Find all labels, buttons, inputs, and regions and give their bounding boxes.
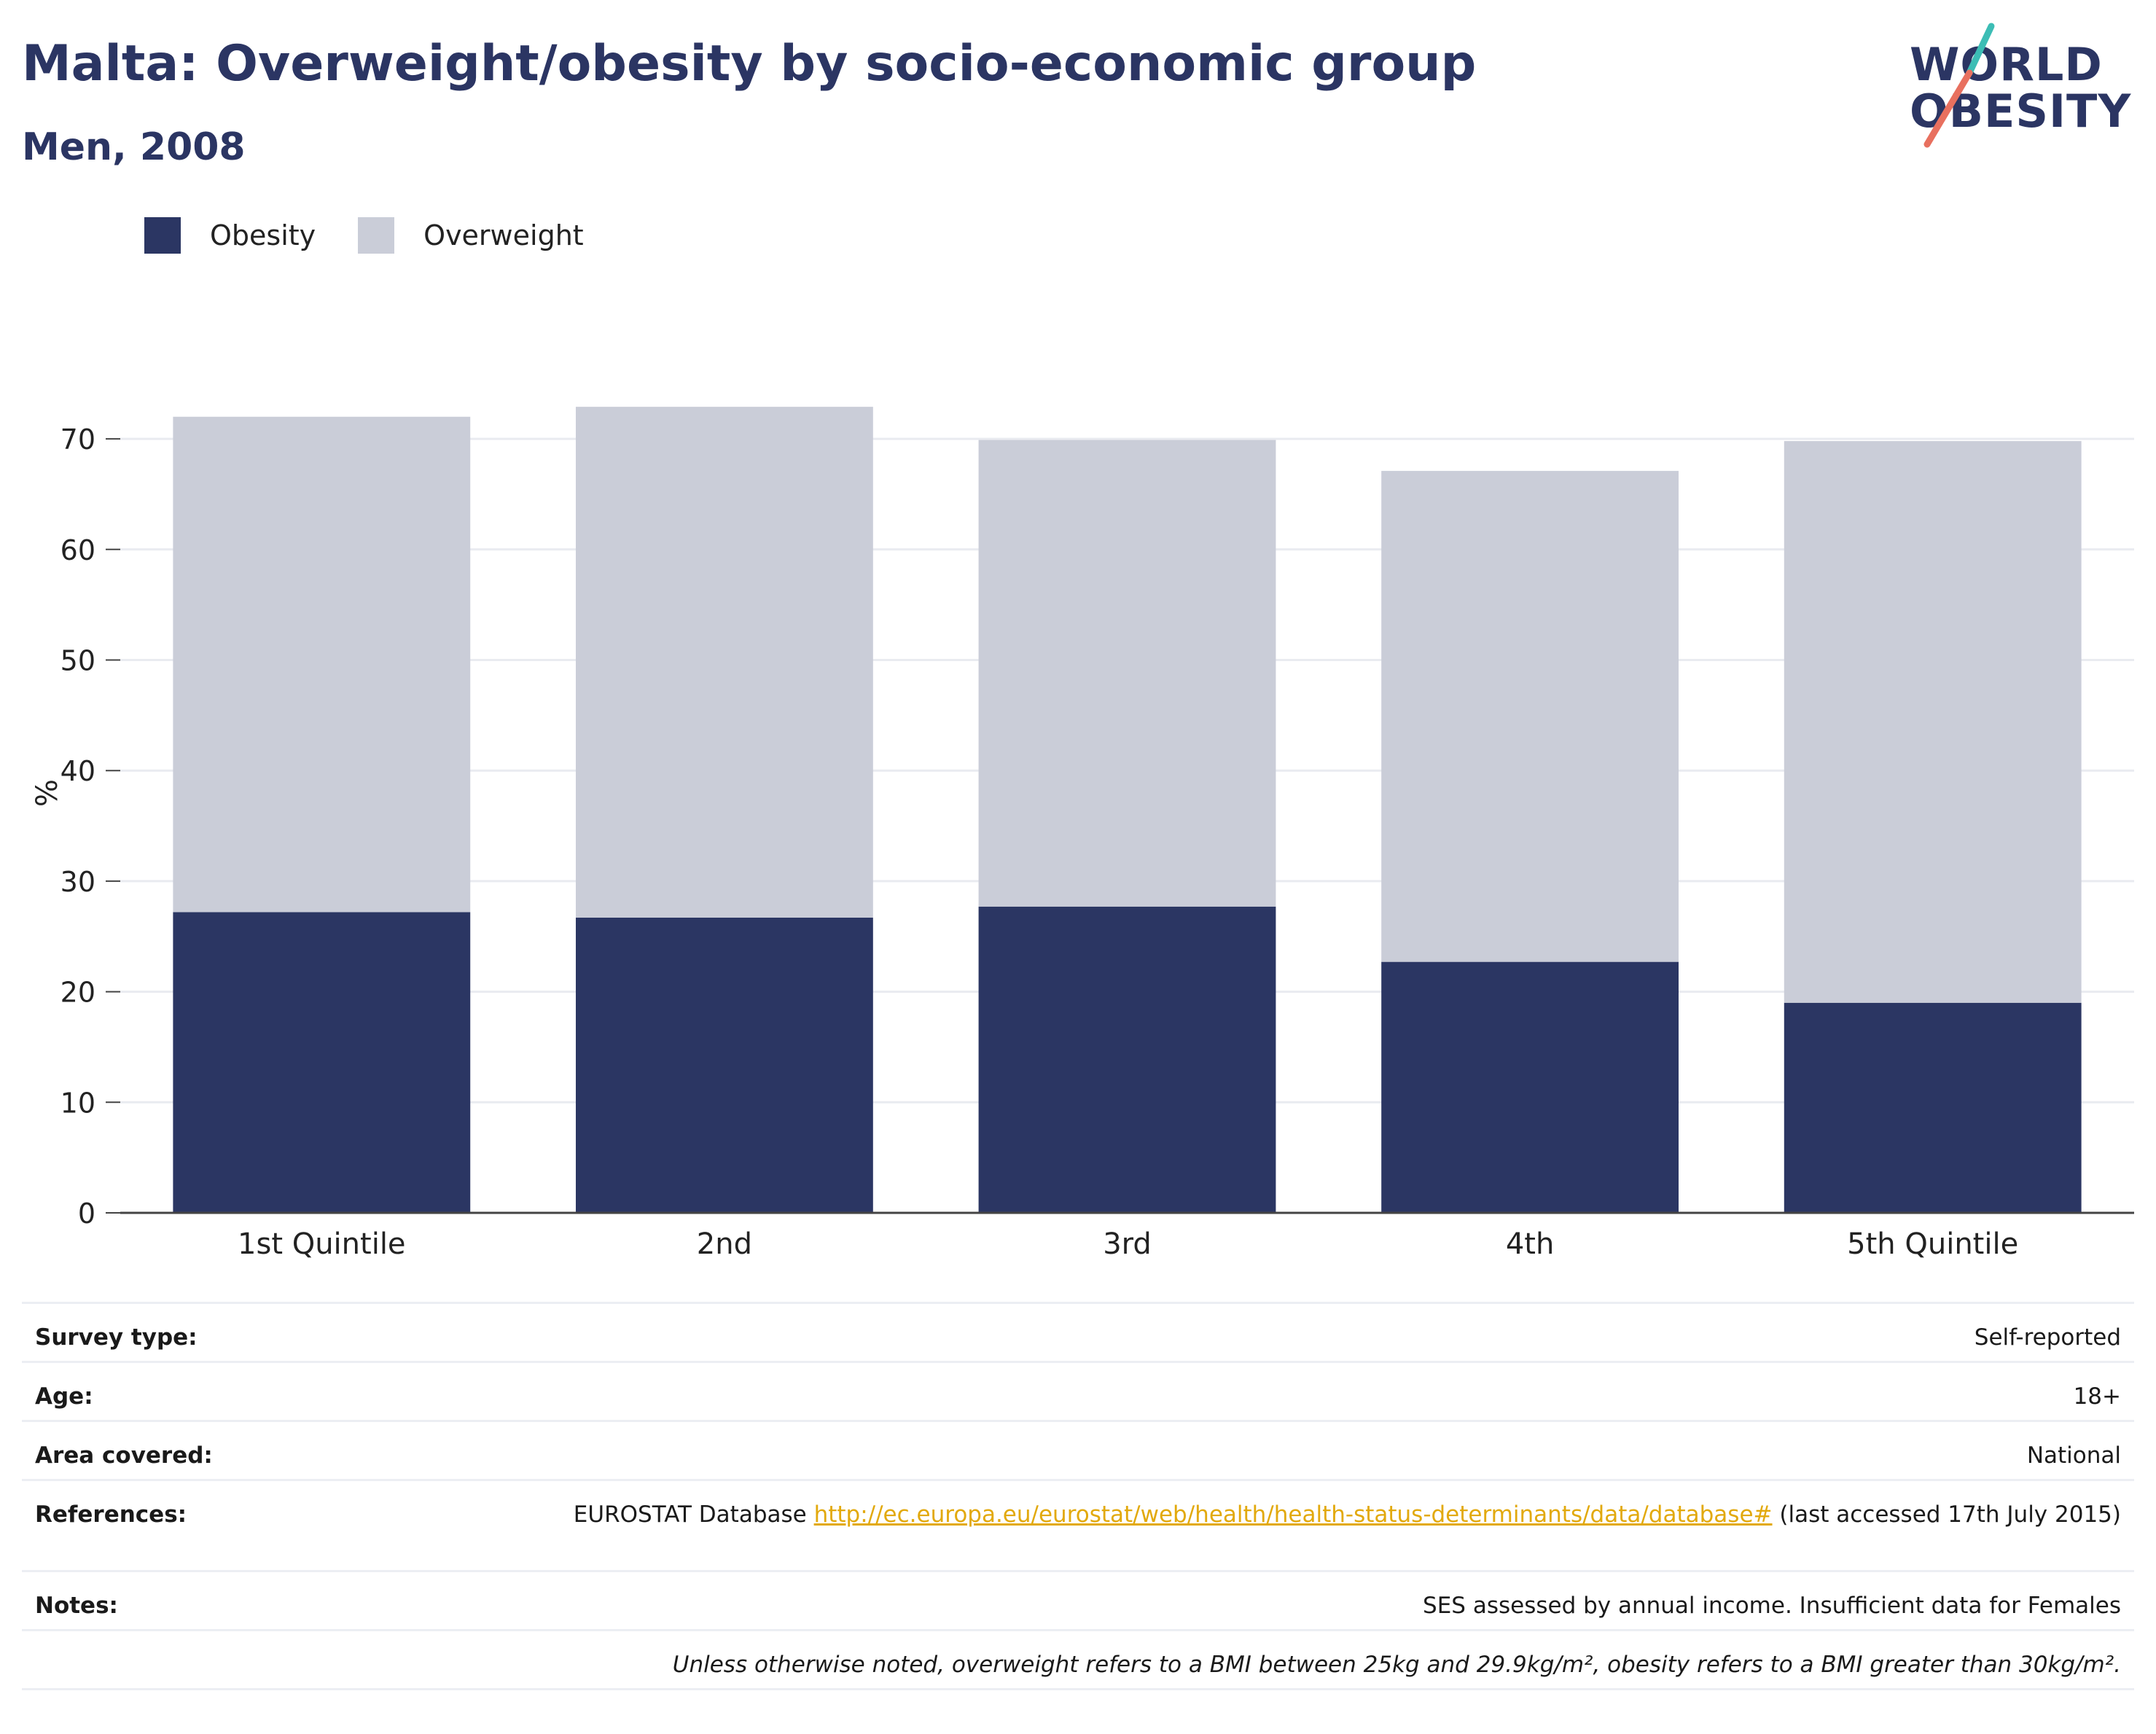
info-table: Survey type: Self-reported Age: 18+ Area…	[22, 1302, 2134, 1690]
x-category-label: 1st Quintile	[238, 1227, 406, 1261]
y-tick-label: 70	[60, 423, 95, 456]
x-category-label: 4th	[1506, 1227, 1554, 1261]
legend-item-obesity[interactable]: Obesity	[144, 217, 316, 254]
notes-label: Notes:	[22, 1570, 328, 1630]
logo-word-world: WORLD	[1910, 38, 2103, 91]
bar-overweight-2[interactable]	[575, 407, 873, 918]
references-value: EUROSTAT Database http://ec.europa.eu/eu…	[328, 1479, 2134, 1571]
bar-obesity-4[interactable]	[1381, 961, 1679, 1213]
legend-swatch-overweight	[358, 217, 395, 254]
bar-overweight-1[interactable]	[173, 416, 471, 913]
bar-overweight-3[interactable]	[978, 440, 1276, 907]
chart-subtitle: Men, 2008	[22, 125, 246, 169]
references-label: References:	[22, 1479, 328, 1571]
info-row-age: Age: 18+	[22, 1361, 2134, 1421]
footnote-spacer	[22, 1629, 328, 1690]
legend-swatch-obesity	[144, 217, 181, 254]
legend-label-obesity: Obesity	[210, 219, 316, 251]
logo-slash-icon	[1923, 23, 1995, 148]
legend-item-overweight[interactable]: Overweight	[358, 217, 584, 254]
chart-title: Malta: Overweight/obesity by socio-econo…	[22, 35, 1477, 93]
legend-label-overweight: Overweight	[423, 219, 584, 251]
axes: 0 10 20 30 40 50 60 70 1st Quintile 2nd 3rd 4th 5th …	[60, 423, 2134, 1261]
info-row-footnote: Unless otherwise noted, overweight refer…	[22, 1629, 2134, 1690]
bar-overweight-4[interactable]	[1381, 471, 1679, 962]
references-link[interactable]: http://ec.europa.eu/eurostat/web/health/…	[813, 1501, 1773, 1528]
x-category-label: 3rd	[1103, 1227, 1152, 1261]
notes-value: SES assessed by annual income. Insuffici…	[328, 1570, 2134, 1630]
age-label: Age:	[22, 1361, 328, 1421]
y-tick-label: 60	[60, 534, 95, 566]
y-tick-label: 20	[60, 977, 95, 1009]
info-row-survey-type: Survey type: Self-reported	[22, 1302, 2134, 1362]
area-value: National	[328, 1420, 2134, 1480]
bar-obesity-5[interactable]	[1784, 1002, 2082, 1213]
references-suffix: (last accessed 17th July 2015)	[1772, 1501, 2121, 1528]
bmi-footnote: Unless otherwise noted, overweight refer…	[328, 1629, 2134, 1690]
survey-type-value: Self-reported	[328, 1302, 2134, 1362]
world-obesity-logo: WORLD OBESITY	[1895, 22, 2136, 153]
bar-overweight-5[interactable]	[1784, 441, 2082, 1003]
y-tick-label: 40	[60, 755, 95, 787]
bar-obesity-1[interactable]	[173, 912, 471, 1213]
stacked-bar-chart: 0 10 20 30 40 50 60 70 1st Quintile 2nd 3rd 4th 5th …	[31, 407, 2134, 1261]
info-row-references: References: EUROSTAT Database http://ec.…	[22, 1479, 2134, 1571]
x-category-label: 2nd	[697, 1227, 752, 1261]
bar-obesity-2[interactable]	[575, 917, 873, 1213]
x-category-label: 5th Quintile	[1847, 1227, 2018, 1261]
y-tick-label: 10	[60, 1087, 95, 1119]
info-row-notes: Notes: SES assessed by annual income. In…	[22, 1570, 2134, 1630]
bar-obesity-3[interactable]	[978, 906, 1276, 1213]
y-tick-label: 50	[60, 645, 95, 677]
age-value: 18+	[328, 1361, 2134, 1421]
survey-type-label: Survey type:	[22, 1302, 328, 1362]
bars	[173, 407, 2082, 1213]
references-prefix: EUROSTAT Database	[573, 1501, 814, 1528]
chart-legend: Obesity Overweight	[144, 217, 626, 254]
y-tick-label: 0	[78, 1198, 95, 1230]
y-tick-label: 30	[60, 866, 95, 898]
info-row-area: Area covered: National	[22, 1420, 2134, 1480]
area-label: Area covered:	[22, 1420, 328, 1480]
y-axis-title: %	[31, 779, 64, 807]
